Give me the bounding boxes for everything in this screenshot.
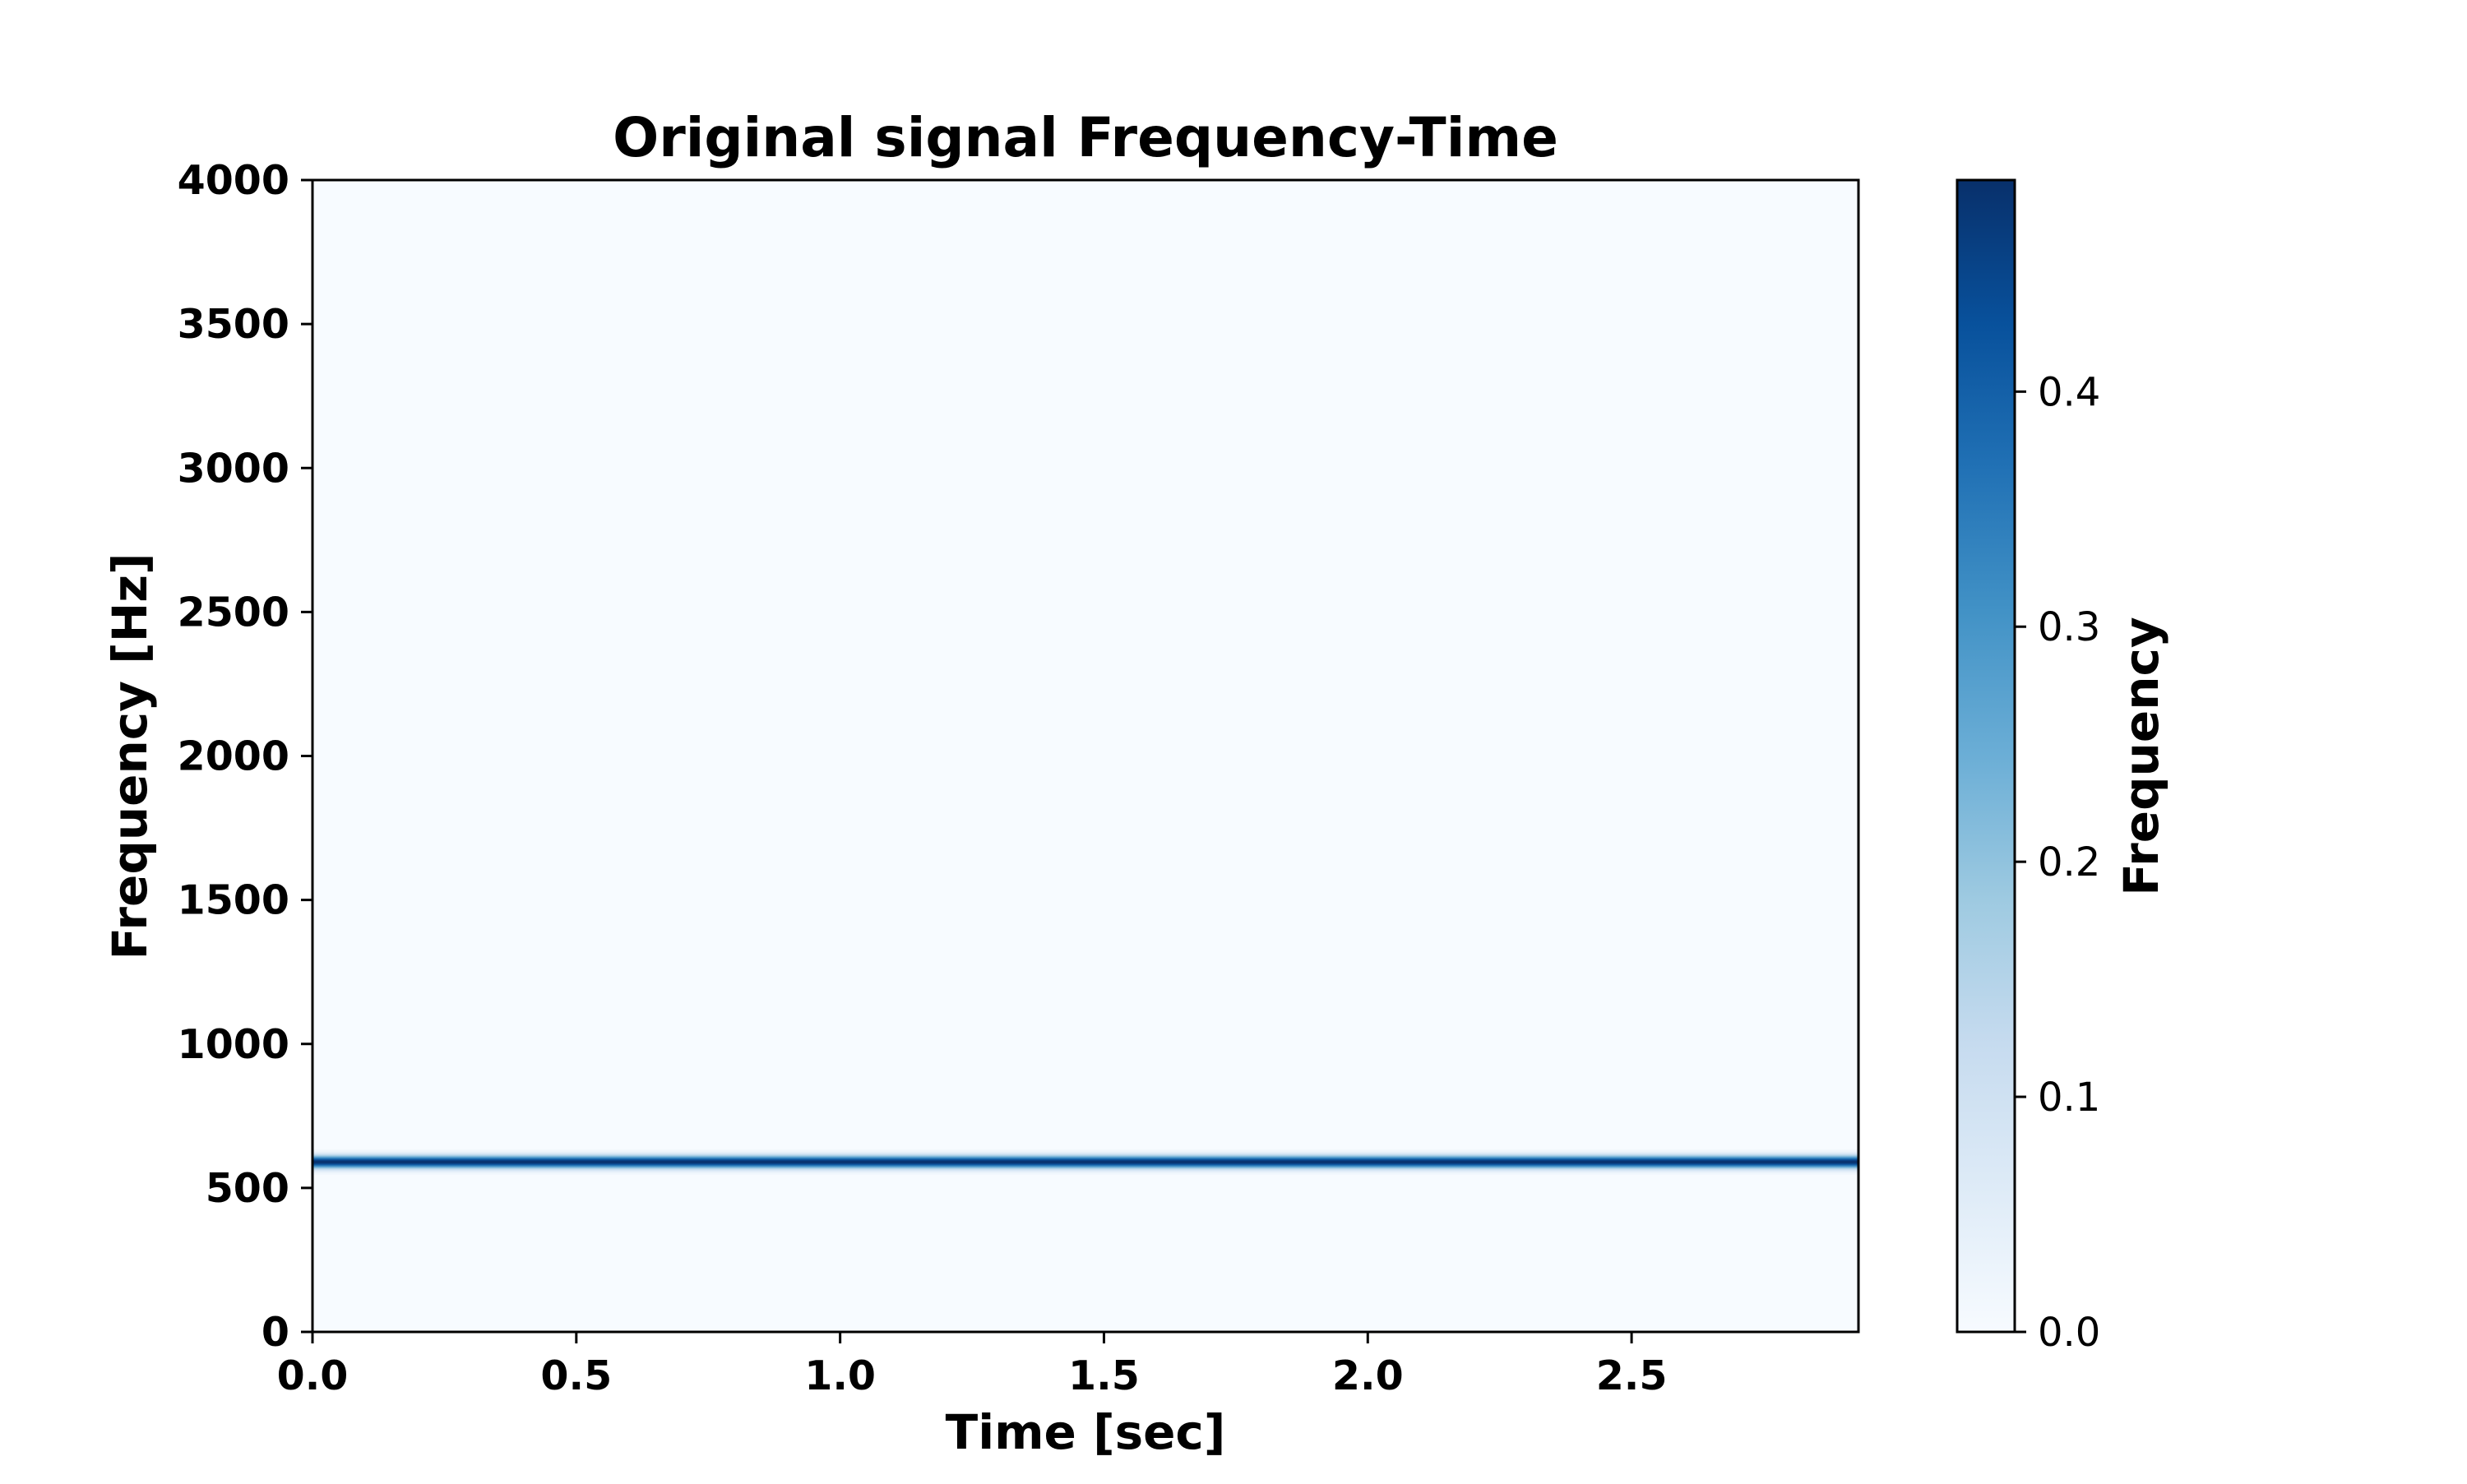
colorbar-tick-label: 0.4 (2038, 369, 2100, 415)
plot-area (311, 178, 1860, 1334)
colorbar-tick-label: 0.0 (2038, 1310, 2100, 1356)
x-axis-ticks: 0.0 0.5 1.0 1.5 2.0 2.5 (277, 1332, 1668, 1399)
y-tick-label: 1500 (178, 877, 289, 924)
x-tick-label: 1.5 (1068, 1352, 1140, 1399)
colorbar-gradient-bar (1956, 178, 2016, 1334)
x-tick-label: 2.0 (1332, 1352, 1404, 1399)
colorbar-tick-label: 0.1 (2038, 1075, 2100, 1121)
y-axis-label: Frequency [Hz] (102, 553, 158, 960)
colorbar: 0.0 0.1 0.2 0.3 0.4 Frequency (1956, 178, 2169, 1356)
x-tick-label: 2.5 (1596, 1352, 1668, 1399)
y-tick-label: 500 (206, 1165, 289, 1212)
y-tick-label: 4000 (178, 157, 289, 204)
colorbar-ticks: 0.0 0.1 0.2 0.3 0.4 (2015, 369, 2100, 1356)
colorbar-tick-label: 0.2 (2038, 839, 2100, 885)
y-tick-label: 3000 (178, 445, 289, 492)
x-axis-label: Time [sec] (946, 1404, 1226, 1460)
colorbar-label: Frequency (2113, 617, 2169, 895)
x-tick-label: 1.0 (804, 1352, 876, 1399)
chart-title: Original signal Frequency-Time (613, 106, 1558, 169)
x-tick-label: 0.5 (540, 1352, 612, 1399)
frequency-band (312, 1149, 1858, 1176)
y-tick-label: 2000 (178, 733, 289, 780)
colorbar-tick-label: 0.3 (2038, 604, 2100, 650)
y-tick-label: 0 (262, 1309, 289, 1356)
y-tick-label: 1000 (178, 1021, 289, 1068)
y-tick-label: 2500 (178, 589, 289, 636)
y-tick-label: 3500 (178, 301, 289, 348)
heatmap-background (312, 180, 1858, 1332)
x-tick-label: 0.0 (277, 1352, 349, 1399)
y-axis-ticks: 0 500 1000 1500 2000 2500 3000 3500 4000 (178, 157, 312, 1356)
